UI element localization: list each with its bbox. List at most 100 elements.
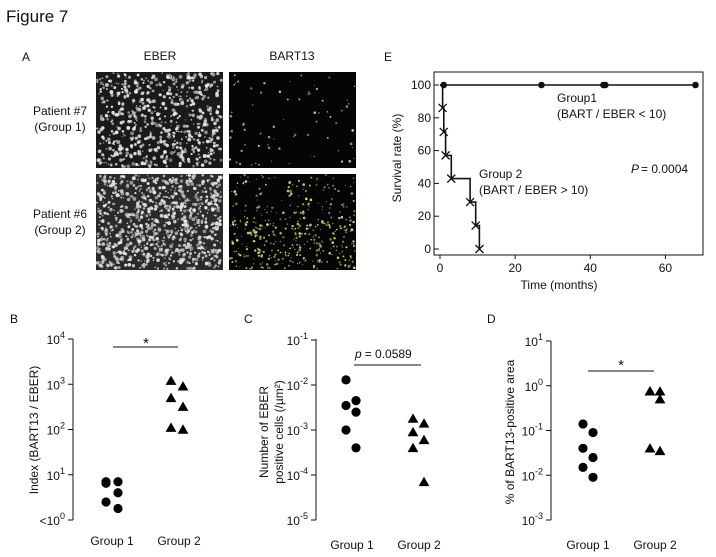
micrograph-speckle: [271, 160, 273, 162]
micrograph-speckle: [239, 176, 241, 178]
micrograph-speckle: [342, 203, 345, 205]
micrograph-speckle: [112, 148, 115, 152]
micrograph-speckle: [218, 219, 222, 223]
micrograph-speckle: [180, 184, 182, 187]
panel-d-ytick-label: 10-1: [522, 422, 543, 439]
micrograph-speckle: [312, 236, 315, 238]
micrograph-speckle: [336, 267, 338, 269]
micrograph-speckle: [116, 211, 120, 214]
micrograph-speckle: [187, 245, 192, 250]
micrograph-speckle: [163, 142, 167, 146]
micrograph-speckle: [233, 74, 236, 77]
micrograph-speckle: [255, 194, 258, 198]
micrograph-speckle: [170, 101, 174, 105]
panel-c-group1-point: [341, 425, 351, 435]
micrograph-speckle: [154, 204, 158, 208]
micrograph-speckle: [181, 223, 185, 227]
micrograph-speckle: [307, 91, 310, 94]
micrograph-speckle: [189, 207, 192, 210]
micrograph-speckle: [217, 126, 221, 129]
micrograph-speckle: [144, 125, 147, 129]
micrograph-speckle: [147, 223, 150, 227]
micrograph-speckle: [121, 102, 125, 106]
micrograph-speckle: [200, 81, 204, 84]
micrograph-speckle: [262, 176, 264, 178]
micrograph-speckle: [237, 247, 240, 249]
micrograph-speckle: [119, 181, 123, 185]
micrograph-speckle: [145, 189, 149, 192]
micrograph-speckle: [293, 211, 296, 214]
micrograph-speckle: [165, 204, 169, 208]
panel-c-ytick-label: 10-1: [287, 331, 308, 348]
micrograph-speckle: [147, 209, 151, 214]
micrograph-speckle: [186, 260, 190, 264]
micrograph-speckle: [134, 115, 138, 118]
micrograph-speckle: [150, 116, 154, 120]
micrograph-speckle: [204, 87, 209, 91]
micrograph-speckle: [204, 190, 208, 194]
micrograph-speckle: [270, 210, 272, 212]
micrograph-speckle: [352, 243, 355, 245]
micrograph-speckle: [179, 98, 181, 100]
micrograph-speckle: [131, 109, 134, 113]
micrograph-speckle: [175, 78, 178, 81]
micrograph-speckle: [202, 94, 206, 99]
panel-b-ylabel: Index (BART13 / EBER): [27, 366, 41, 495]
micrograph-speckle: [345, 218, 347, 221]
micrograph-speckle: [146, 175, 149, 177]
micrograph-speckle: [206, 250, 210, 253]
micrograph-speckle: [176, 117, 179, 120]
micrograph-speckle: [201, 125, 204, 128]
micrograph-speckle: [298, 235, 301, 238]
micrograph-speckle: [152, 259, 155, 262]
panel-b-points: [101, 375, 189, 514]
micrograph-speckle: [213, 266, 216, 269]
micrograph-speckle: [159, 112, 161, 115]
micrograph-speckle: [172, 134, 175, 137]
micrograph-speckle: [112, 113, 116, 116]
micrograph-speckle: [174, 231, 179, 236]
micrograph-speckle: [157, 226, 159, 228]
micrograph-speckle: [145, 242, 149, 246]
micrograph-speckle: [166, 75, 170, 79]
panel-c-ytick-exp: -3: [300, 421, 308, 431]
micrograph-speckle: [145, 263, 148, 266]
micrograph-speckle: [204, 248, 206, 251]
micrograph-speckle: [167, 256, 171, 260]
micrograph-speckle: [217, 265, 220, 268]
micrograph-speckle: [337, 150, 340, 152]
micrograph-speckle: [256, 228, 259, 230]
micrograph-speckle: [186, 209, 189, 212]
panel-c-ylabel-line2: positive cells (/µm²): [272, 380, 286, 484]
micrograph-speckle: [184, 199, 188, 202]
micrograph-speckle: [180, 99, 184, 104]
micrograph-speckle: [138, 190, 141, 192]
panel-c-ytick-exp: -4: [300, 466, 308, 476]
micrograph-speckle: [215, 194, 219, 198]
micrograph-speckle: [113, 242, 116, 246]
micrograph-speckle: [196, 243, 200, 247]
micrograph-speckle: [142, 179, 146, 183]
micrograph-speckle: [237, 80, 240, 83]
micrograph-speckle: [170, 233, 173, 236]
micrograph-speckle: [130, 235, 134, 239]
micrograph-speckle: [106, 111, 109, 114]
panel-c-ticks: 10-110-210-310-410-5: [287, 331, 316, 528]
micrograph-speckle: [129, 137, 132, 139]
micrograph-speckle: [296, 251, 299, 254]
micrograph-speckle: [171, 142, 176, 147]
micrograph-speckle: [198, 87, 202, 90]
micrograph-speckle: [268, 219, 270, 221]
micrograph-speckle: [163, 236, 166, 239]
micrograph-speckle: [231, 111, 233, 114]
micrograph-speckle: [289, 247, 292, 249]
micrograph-speckle: [301, 232, 303, 235]
micrograph-speckle: [332, 245, 335, 248]
micrograph-speckle: [215, 91, 219, 96]
micrograph-speckle: [125, 192, 130, 196]
micrograph-speckle: [240, 149, 243, 153]
micrograph-speckle: [215, 239, 217, 242]
micrograph-speckle: [178, 164, 182, 168]
micrograph-speckle: [349, 219, 352, 222]
micrograph-speckle: [106, 117, 109, 121]
